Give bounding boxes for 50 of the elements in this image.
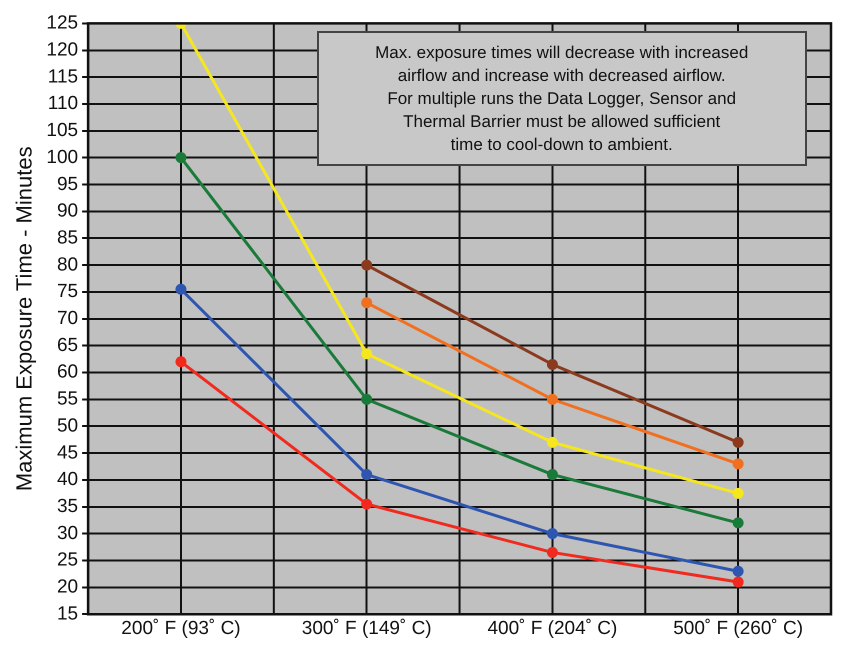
y-tick-label: 40: [56, 469, 78, 490]
point: [546, 546, 558, 558]
point: [546, 469, 558, 480]
y-tick-label: 105: [46, 120, 78, 142]
y-tick-label: 95: [56, 174, 78, 195]
y-tick-label: 75: [56, 281, 78, 302]
y-tick-label: 100: [46, 146, 78, 168]
y-tick-label: 80: [56, 254, 78, 276]
point: [546, 358, 558, 370]
point: [546, 436, 558, 448]
point: [175, 284, 186, 295]
y-tick-label: 55: [56, 388, 78, 410]
y-tick-label: 25: [56, 550, 78, 571]
point: [175, 356, 186, 368]
y-tick-label: 90: [56, 200, 78, 222]
y-tick-label: 50: [56, 415, 78, 436]
point: [732, 566, 744, 577]
point: [175, 152, 186, 164]
y-tick-label: 45: [56, 442, 78, 464]
x-tick-label: 300˚ F (149˚ C): [302, 618, 432, 639]
point: [732, 458, 744, 470]
point: [361, 394, 372, 405]
y-tick-label: 125: [46, 12, 78, 34]
point: [732, 488, 744, 499]
x-tick-label: 200˚ F (93˚ C): [121, 618, 241, 639]
y-tick-label: 65: [56, 334, 78, 356]
point: [361, 469, 372, 480]
point: [732, 436, 744, 448]
point: [732, 517, 744, 528]
y-tick-label: 30: [56, 522, 78, 544]
y-tick-label: 15: [56, 603, 78, 624]
y-tick-label: 115: [48, 66, 78, 88]
point: [361, 498, 372, 510]
y-axis-title: Maximum Exposure Time - Minutes: [11, 146, 36, 492]
point: [546, 528, 558, 540]
y-tick-label: 120: [46, 39, 78, 60]
y-tick-label: 35: [56, 496, 78, 518]
point: [732, 576, 744, 588]
y-tick-label: 20: [56, 576, 78, 598]
note-box: Max. exposure times will decrease with increased airflow and increase with decreased airflow. For multiple runs the Data Logger, Sensor and Thermal Barrier must be allowed sufficient time to cool-down to ambient.: [316, 31, 807, 166]
y-tick-label: 60: [56, 362, 78, 383]
point: [546, 394, 558, 405]
y-tick-label: 85: [56, 227, 78, 248]
point: [361, 348, 372, 360]
y-tick-label: 70: [56, 308, 78, 330]
x-tick-label: 400˚ F (204˚ C): [487, 618, 618, 639]
point: [361, 297, 372, 308]
x-tick-label: 500˚ F (260˚ C): [673, 618, 804, 639]
y-tick-label: 110: [48, 93, 78, 114]
point: [361, 260, 372, 271]
